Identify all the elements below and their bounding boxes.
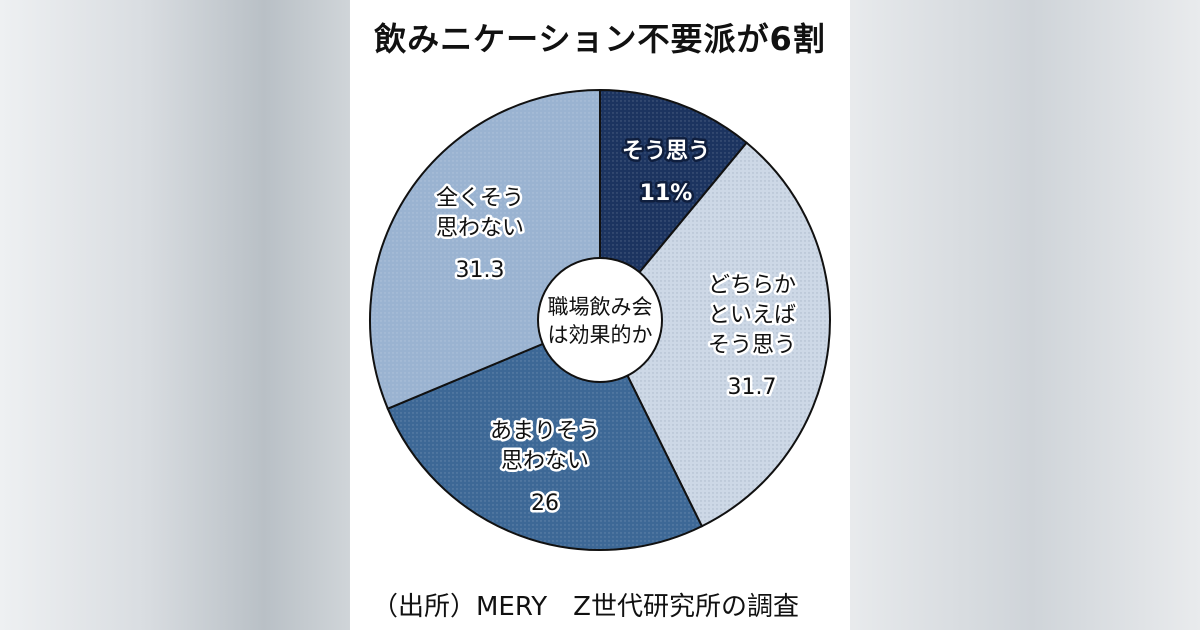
- chart-title: 飲みニケーション不要派が6割: [374, 20, 826, 58]
- slice-value-label: 31.3: [456, 258, 505, 283]
- pie-slice-2: [598, 141, 831, 528]
- slice-category-label: そう思う: [708, 333, 796, 358]
- slice-category-label: どちらか: [708, 273, 796, 298]
- slice-category-label: 思わない: [436, 216, 524, 241]
- center-label: 職場飲み会: [548, 295, 653, 319]
- slice-value-label: 11%: [640, 181, 693, 206]
- slice-category-label: そう思う: [622, 139, 710, 164]
- slice-category-label: 全くそう: [436, 186, 524, 211]
- donut-center: [537, 257, 663, 383]
- slice-category-label: 思わない: [501, 449, 589, 474]
- slice-value-label: 31.7: [728, 375, 777, 400]
- slice-category-label: といえば: [708, 303, 796, 328]
- source-note: （出所）MERY Z世代研究所の調査: [372, 592, 799, 622]
- slice-value-label: 26: [531, 491, 559, 516]
- pie-slice-1: [599, 88, 749, 323]
- center-label: は効果的か: [548, 323, 653, 347]
- slice-category-label: あまりそう: [490, 419, 600, 444]
